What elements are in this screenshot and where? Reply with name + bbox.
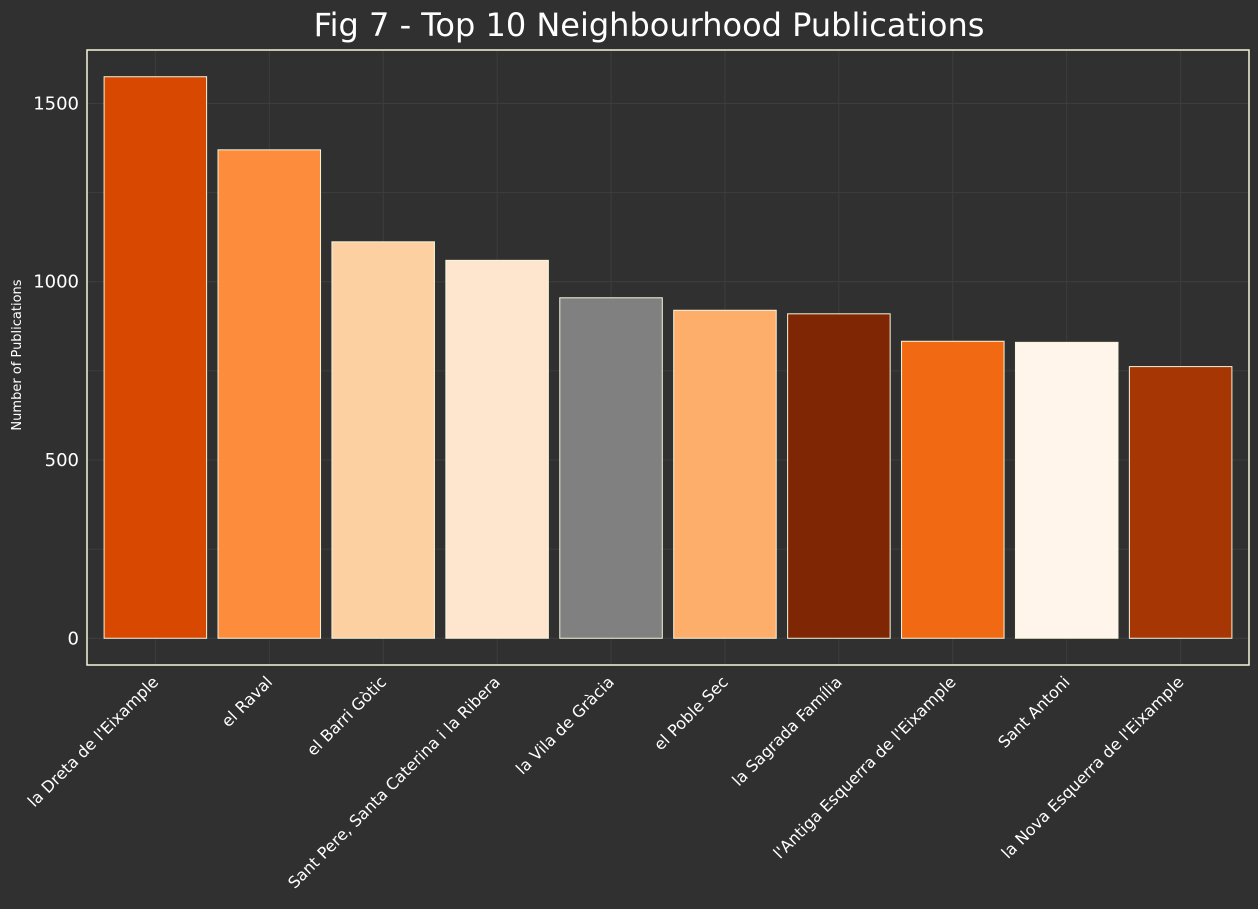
y-tick-label: 0 bbox=[68, 628, 79, 649]
bar bbox=[787, 313, 891, 639]
bar bbox=[673, 309, 777, 639]
bar bbox=[217, 149, 322, 639]
x-tick-label: el Poble Sec bbox=[650, 672, 732, 754]
x-tick-label: la Sagrada Família bbox=[728, 672, 845, 789]
bar bbox=[559, 297, 663, 639]
chart-title: Fig 7 - Top 10 Neighbourhood Publication… bbox=[314, 6, 985, 44]
x-tick-label: Sant Antoni bbox=[994, 672, 1073, 751]
plot-frame bbox=[86, 49, 1250, 666]
y-tick-label: 1000 bbox=[33, 272, 79, 293]
bar bbox=[445, 259, 549, 639]
x-tick-label: l'Antiga Esquerra de l'Eixample bbox=[770, 672, 960, 862]
x-tick-label: Sant Pere, Santa Caterina i la Ribera bbox=[284, 672, 504, 892]
x-tick-label: el Barri Gòtic bbox=[303, 672, 390, 759]
bar bbox=[901, 340, 1005, 639]
x-tick-label: la Nova Esquerra de l'Eixample bbox=[998, 672, 1188, 862]
x-axis-category-labels: la Dreta de l'Eixample el Raval el Barri G… bbox=[24, 672, 1188, 892]
y-tick-label: 1500 bbox=[33, 93, 79, 114]
y-axis-label: Number of Publications bbox=[10, 279, 25, 430]
x-tick-label: la Dreta de l'Eixample bbox=[24, 672, 162, 810]
y-axis-ticks: 0 500 1000 1500 bbox=[33, 93, 79, 649]
bars bbox=[103, 76, 1233, 639]
bar bbox=[103, 76, 208, 639]
x-tick-label: el Raval bbox=[218, 672, 276, 730]
bar bbox=[1014, 341, 1119, 639]
bar bbox=[331, 241, 435, 639]
x-tick-label: la Vila de Gràcia bbox=[512, 672, 618, 778]
bar bbox=[1128, 366, 1233, 639]
y-tick-label: 500 bbox=[45, 450, 79, 471]
